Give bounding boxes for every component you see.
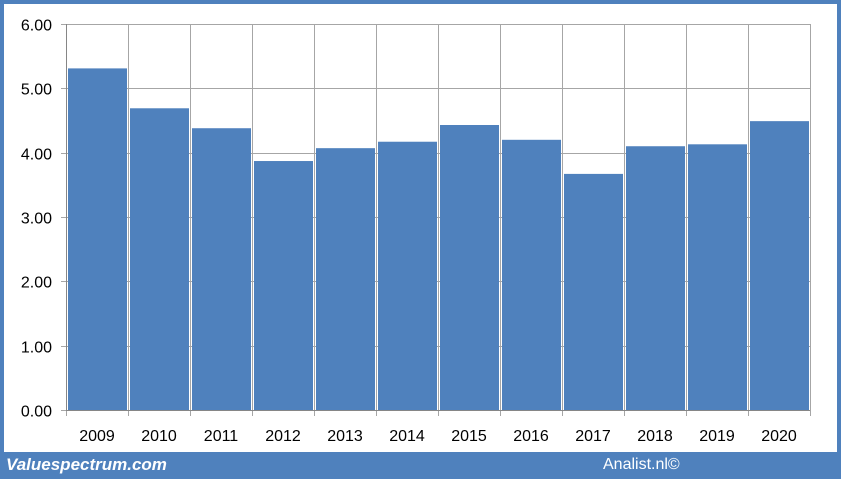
x-tick-label: 2019 [699,428,735,445]
y-tick-label: 2.00 [21,275,52,292]
y-tick-label: 6.00 [21,18,52,35]
y-tick-label: 1.00 [21,340,52,357]
x-tick-label: 2015 [451,428,487,445]
bar-2010 [130,108,189,410]
x-tick-label: 2010 [141,428,177,445]
bar-2013 [316,148,375,410]
bar-2009 [68,68,127,410]
x-tick-label: 2012 [265,428,301,445]
bar-2019 [688,144,747,410]
bars [68,68,809,411]
bar-2017 [564,173,623,410]
axes [66,24,810,411]
x-tick-label: 2017 [575,428,611,445]
x-tick-label: 2016 [513,428,549,445]
bar-2020 [750,121,809,410]
x-tick-label: 2014 [389,428,425,445]
source-watermark: Valuespectrum.com [6,455,167,474]
x-tick-label: 2011 [204,428,239,445]
x-tick-labels: 2009 2010 2011 2012 2013 2014 2015 2016 2017 2018… [79,428,797,445]
bar-2012 [254,161,313,410]
x-tick-label: 2013 [327,428,363,445]
y-tick-label: 0.00 [21,404,52,421]
y-tick-label: 5.00 [21,82,52,99]
bar-2016 [502,139,561,411]
bar-2015 [440,125,499,411]
x-tick-label: 2020 [761,428,797,445]
x-tick-label: 2009 [79,428,115,445]
copyright-label: Analist.nl© [603,456,680,473]
y-tick-labels: 0.00 1.00 2.00 3.00 4.00 5.00 6.00 [21,18,52,421]
y-tick-label: 4.00 [21,147,52,164]
bar-2011 [192,128,251,410]
x-tick-label: 2018 [637,428,673,445]
y-tick-label: 3.00 [21,211,52,228]
bar-2018 [626,146,685,410]
bar-2014 [378,141,437,411]
